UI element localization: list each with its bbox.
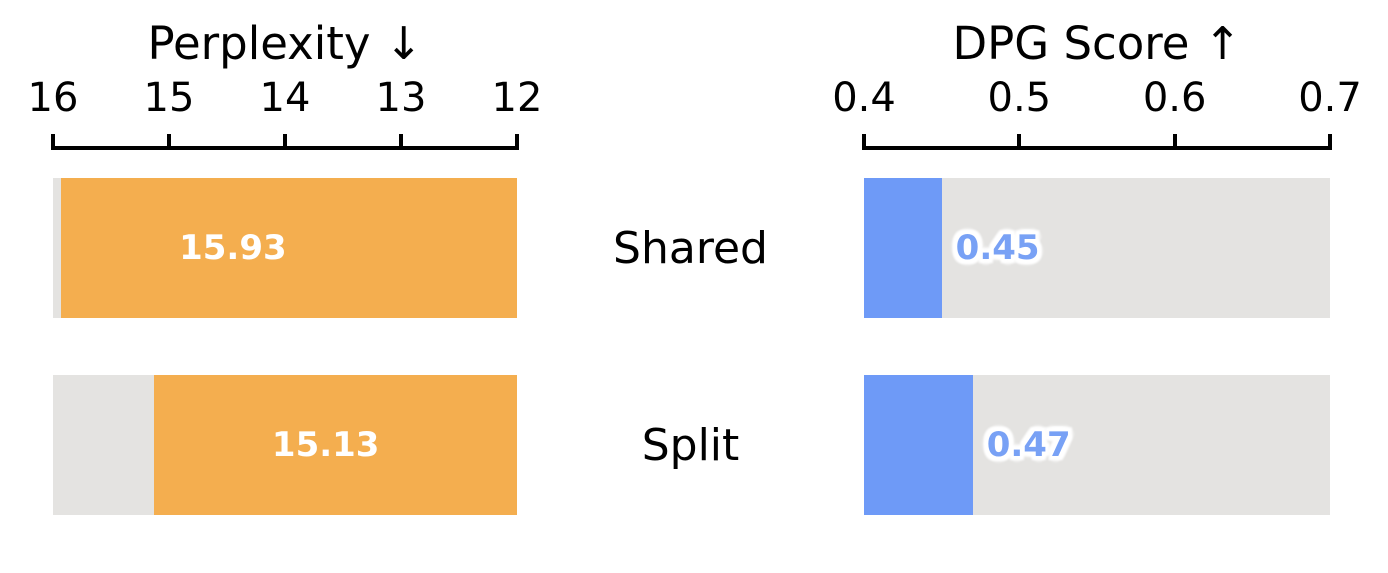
- category-labels: Shared Split: [517, 0, 864, 573]
- x-axis-tick-label: 0.4: [832, 75, 896, 121]
- x-axis-tick-mark: [1172, 134, 1177, 150]
- x-axis-tick-label: 15: [143, 75, 195, 121]
- bar-value-label: 15.93: [179, 228, 287, 268]
- chart-title-dpg-score: DPG Score ↑: [952, 17, 1242, 70]
- category-label-shared: Shared: [613, 222, 768, 274]
- x-axis-tick-mark: [51, 134, 55, 150]
- bar: [61, 178, 517, 318]
- bar: [864, 178, 942, 318]
- x-axis-tick-label: 0.5: [987, 75, 1052, 121]
- x-axis-tick-mark: [283, 134, 287, 150]
- x-axis-tick-mark: [167, 134, 171, 150]
- bar-value-label: 0.47: [986, 425, 1071, 465]
- x-axis-tick-label: 16: [27, 75, 79, 121]
- x-axis-tick-mark: [862, 134, 866, 150]
- chart-perplexity: Perplexity ↓ 16 15 14 13 12 15.93 15.13: [28, 0, 542, 573]
- x-axis-tick-label: 0.7: [1298, 75, 1362, 121]
- x-axis-tick-mark: [1328, 134, 1332, 150]
- category-label-split: Split: [641, 419, 740, 471]
- x-axis-tick-mark: [399, 134, 403, 150]
- x-axis-tick-label: 0.6: [1142, 75, 1207, 121]
- chart-dpg-score: DPG Score ↑ 0.4 0.5 0.6 0.7 0.45 0.47: [832, 0, 1362, 573]
- bar-track: 0.47: [864, 375, 1330, 515]
- bar-value-label: 15.13: [271, 425, 380, 465]
- x-axis-line: [862, 146, 1332, 150]
- x-axis-tick-mark: [515, 134, 519, 150]
- bar-value-label: 0.45: [955, 228, 1040, 268]
- x-axis-tick-label: 12: [491, 75, 543, 121]
- bar-track: 15.93: [53, 178, 517, 318]
- bar: [153, 375, 517, 515]
- bar-track: 15.13: [53, 375, 517, 515]
- bar: [864, 375, 973, 515]
- bar-track: 0.45: [864, 178, 1330, 318]
- x-axis-tick-label: 13: [375, 75, 427, 121]
- x-axis-tick-mark: [1017, 134, 1022, 150]
- chart-title-perplexity: Perplexity ↓: [147, 17, 423, 70]
- x-axis-tick-label: 14: [259, 75, 311, 121]
